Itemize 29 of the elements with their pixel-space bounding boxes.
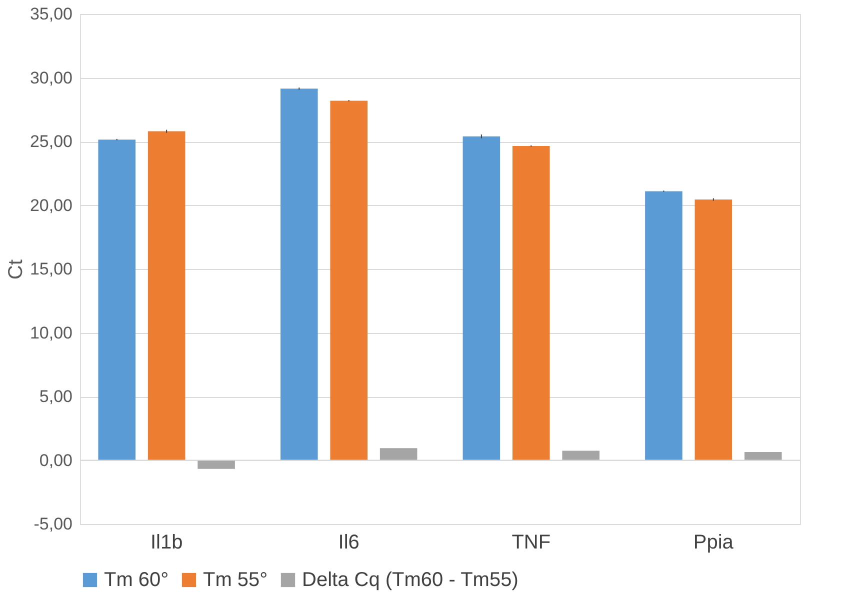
x-tick-label: Ppia — [693, 532, 734, 554]
y-tick-label: -5,00 — [34, 514, 72, 534]
legend-label: Tm 55° — [203, 569, 268, 591]
legend-label: Delta Cq (Tm60 - Tm55) — [302, 569, 518, 591]
y-tick-label: 0,00 — [39, 450, 72, 470]
bar — [462, 136, 500, 460]
x-tick-label: Il6 — [338, 532, 360, 554]
x-tick-label: TNF — [512, 532, 551, 554]
bar — [148, 131, 186, 460]
bar — [562, 450, 600, 460]
legend-label: Tm 60° — [104, 569, 169, 591]
bar — [744, 452, 782, 460]
y-tick-label: 30,00 — [30, 68, 72, 88]
bar — [280, 88, 318, 460]
bar — [330, 100, 368, 460]
y-tick-label: 35,00 — [30, 4, 72, 24]
y-tick-label: 20,00 — [30, 196, 72, 215]
bar — [198, 460, 235, 469]
bar — [98, 140, 136, 460]
bar — [694, 200, 732, 460]
y-tick-label: 25,00 — [30, 132, 72, 151]
bar — [645, 191, 682, 460]
bar — [380, 448, 418, 460]
y-tick-label: 15,00 — [30, 260, 72, 278]
bar — [512, 146, 550, 460]
y-tick-label: 10,00 — [30, 323, 72, 342]
y-axis-title: Ct — [4, 259, 27, 280]
x-tick-label: Il1b — [150, 532, 183, 554]
y-tick-label: 5,00 — [39, 387, 72, 406]
